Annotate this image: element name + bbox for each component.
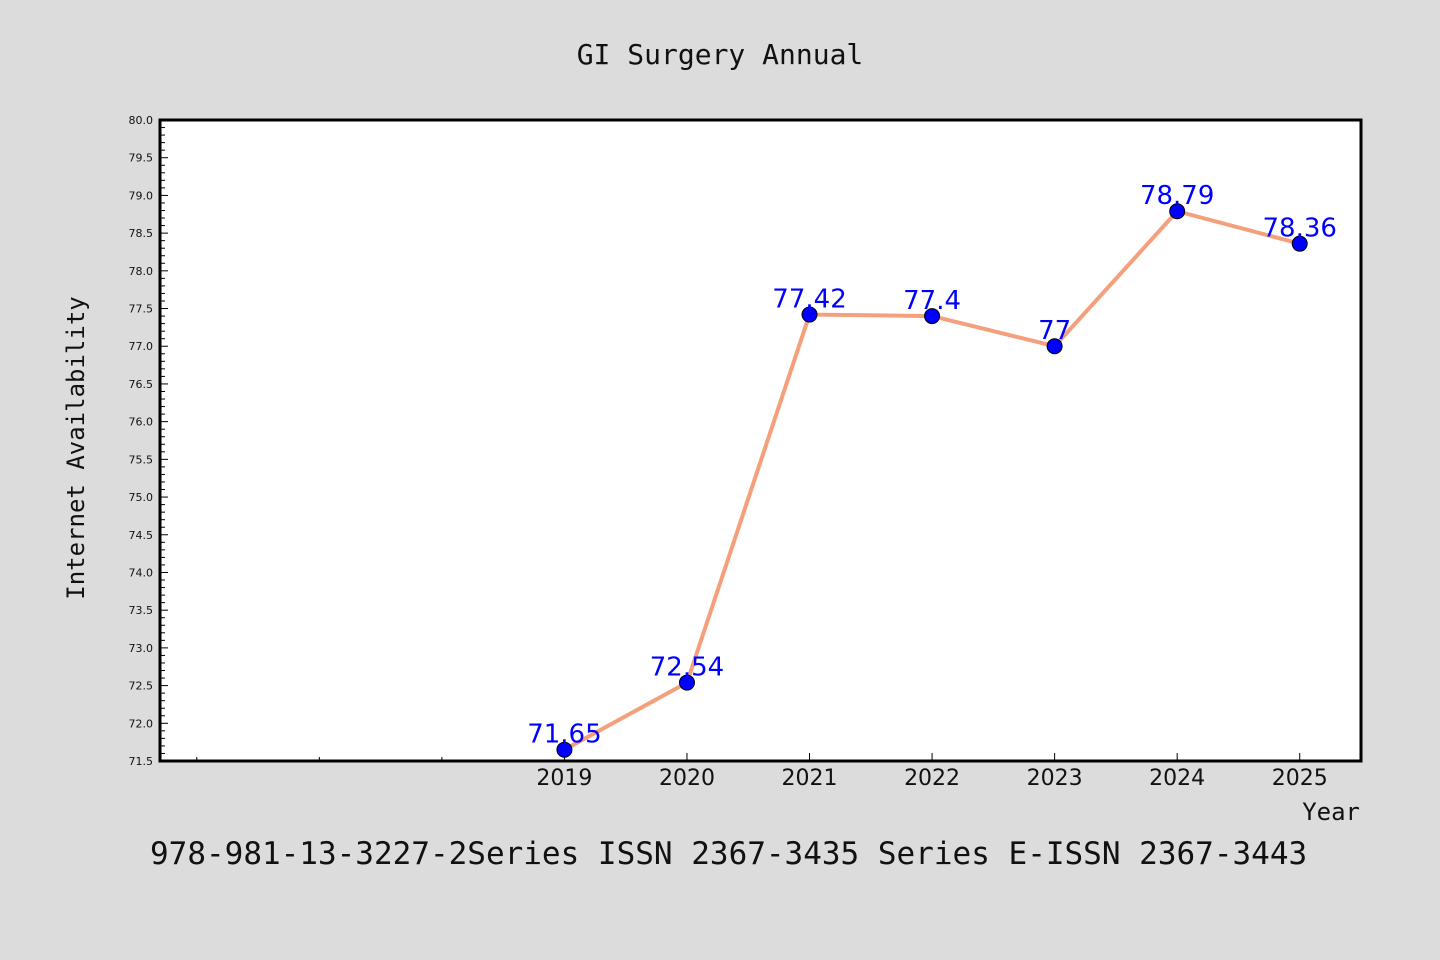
data-point-label: 77.4 xyxy=(903,286,961,316)
y-tick-label: 77.0 xyxy=(129,340,154,353)
y-tick-label: 71.5 xyxy=(129,755,154,768)
x-tick-label: 2025 xyxy=(1272,766,1328,791)
data-point-marker xyxy=(801,306,818,323)
x-axis: 2019 2020 2021 2022 2023 2024 2025 xyxy=(196,753,1328,791)
y-tick-label: 78.5 xyxy=(129,227,154,240)
y-tick-label: 78.0 xyxy=(129,265,154,278)
data-point-marker xyxy=(1046,338,1063,355)
y-tick-label: 74.0 xyxy=(129,566,154,579)
data-point-label: 78.36 xyxy=(1263,214,1337,244)
y-tick-label: 76.0 xyxy=(129,416,154,429)
x-tick-label: 2023 xyxy=(1027,766,1083,791)
y-tick-label: 79.5 xyxy=(129,152,154,165)
data-point-marker xyxy=(678,674,695,691)
y-tick-label: 79.0 xyxy=(129,189,154,202)
y-tick-label: 72.0 xyxy=(129,717,154,730)
y-tick-label: 75.5 xyxy=(129,453,154,466)
data-point-marker xyxy=(1169,203,1186,220)
data-point-marker xyxy=(924,308,941,325)
y-tick-label: 77.5 xyxy=(129,303,154,316)
y-tick-label: 80.0 xyxy=(129,114,154,127)
y-axis: 71.5 72.0 72.5 73.0 73.5 74.0 74.5 75.0 75.5 76.0… xyxy=(129,114,168,768)
x-tick-label: 2024 xyxy=(1149,766,1205,791)
y-tick-label: 73.5 xyxy=(129,604,154,617)
x-tick-label: 2021 xyxy=(782,766,838,791)
series-line xyxy=(556,203,1308,758)
data-point-marker xyxy=(1291,235,1308,252)
y-tick-label: 76.5 xyxy=(129,378,154,391)
data-point-label: 72.54 xyxy=(650,653,724,683)
x-tick-label: 2020 xyxy=(659,766,715,791)
y-tick-label: 73.0 xyxy=(129,642,154,655)
data-labels: 71.65 72.54 77.42 77.4 77 78.79 78.36 xyxy=(527,181,1337,749)
y-axis-title: Internet Availability xyxy=(62,296,90,599)
x-tick-label: 2022 xyxy=(904,766,960,791)
y-tick-label: 74.5 xyxy=(129,529,154,542)
data-point-label: 77.42 xyxy=(772,285,846,315)
chart-title: GI Surgery Annual xyxy=(577,38,864,71)
y-tick-label: 75.0 xyxy=(129,491,154,504)
y-tick-label: 72.5 xyxy=(129,680,154,693)
data-point-marker xyxy=(556,741,573,758)
x-axis-title: Year xyxy=(1302,798,1360,826)
data-point-label: 78.79 xyxy=(1140,181,1214,211)
data-point-label: 71.65 xyxy=(527,720,601,750)
footer-isbn-text: 978-981-13-3227-2Series ISSN 2367-3435 S… xyxy=(150,836,1307,872)
x-tick-label: 2019 xyxy=(536,766,592,791)
data-point-label: 77 xyxy=(1038,316,1071,346)
